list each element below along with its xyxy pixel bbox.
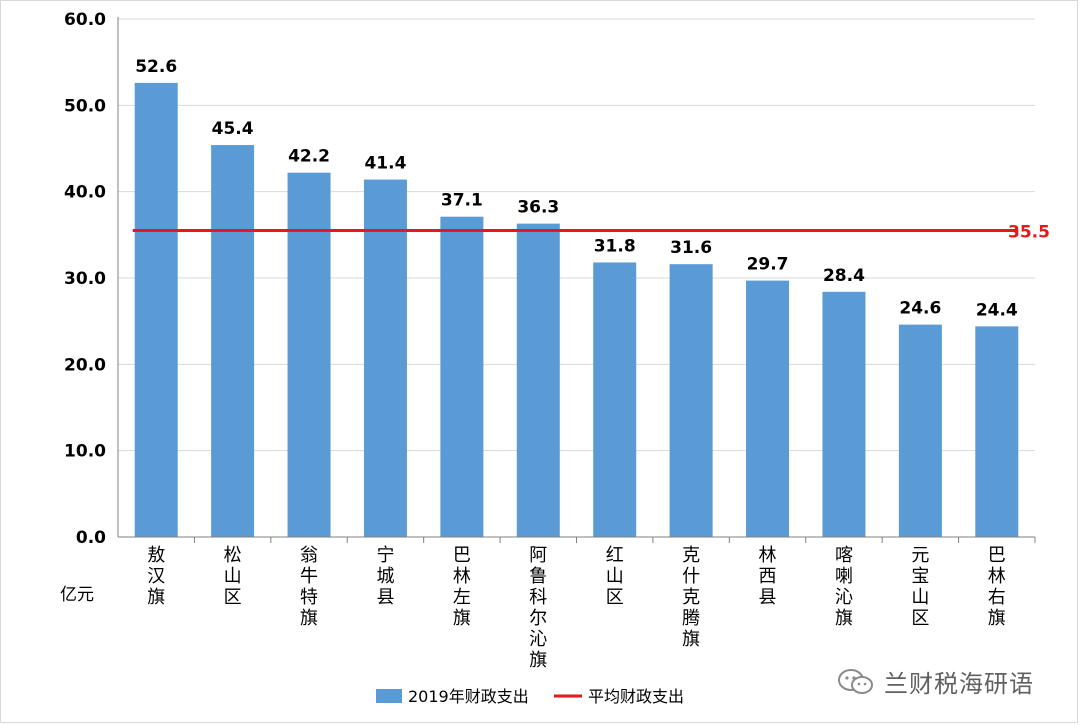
bar xyxy=(746,280,790,537)
data-label: 41.4 xyxy=(364,154,406,174)
bar xyxy=(822,291,866,537)
x-axis: 敖汉旗 松山区 翁牛特旗 宁城县 巴林左旗 阿鲁科尔沁旗 红山区 克什克腾旗 林西县 喀喇沁旗 元宝… xyxy=(118,536,1036,671)
data-label: 31.6 xyxy=(670,238,712,258)
data-label: 37.1 xyxy=(441,191,483,211)
bar xyxy=(898,324,942,537)
data-label: 42.2 xyxy=(288,147,330,167)
bar xyxy=(669,264,713,537)
category-label: 松山区 xyxy=(224,545,242,608)
watermark-text: 兰财税海研语 xyxy=(884,670,1034,698)
bars xyxy=(134,82,1019,538)
data-label: 31.8 xyxy=(594,236,636,256)
y-tick-label: 60.0 xyxy=(64,10,106,30)
data-label: 45.4 xyxy=(212,119,254,139)
data-label: 36.3 xyxy=(517,198,559,218)
bar xyxy=(363,179,407,537)
category-label: 阿鲁科尔沁旗 xyxy=(529,545,547,671)
category-label: 翁牛特旗 xyxy=(300,545,318,629)
y-tick-label: 50.0 xyxy=(64,96,106,116)
average-line-group: 35.5 xyxy=(132,223,1050,243)
y-tick-label: 20.0 xyxy=(64,355,106,375)
bar xyxy=(287,172,331,537)
legend-swatch-bar xyxy=(376,689,402,703)
bar xyxy=(975,326,1019,537)
y-axis: 0.0 10.0 20.0 30.0 40.0 50.0 60.0 xyxy=(64,10,119,548)
legend-label-average: 平均财政支出 xyxy=(588,687,684,706)
y-tick-label: 40.0 xyxy=(64,183,106,203)
legend-label-bar: 2019年财政支出 xyxy=(408,687,529,706)
data-label: 24.4 xyxy=(976,300,1018,320)
category-label: 红山区 xyxy=(606,545,624,608)
data-labels: 52.6 45.4 42.2 41.4 37.1 36.3 31.8 31.6 29.7 28.4… xyxy=(135,57,1018,320)
data-label: 29.7 xyxy=(747,255,789,275)
gridlines xyxy=(118,18,1035,452)
category-label: 喀喇沁旗 xyxy=(835,545,853,629)
category-label: 元宝山区 xyxy=(911,545,929,629)
category-label: 敖汉旗 xyxy=(147,545,165,608)
bar xyxy=(593,262,637,537)
category-label: 林西县 xyxy=(759,545,777,608)
bar xyxy=(211,145,255,537)
data-label: 24.6 xyxy=(899,299,941,319)
data-label: 28.4 xyxy=(823,266,865,286)
y-tick-label: 30.0 xyxy=(64,269,106,289)
bar xyxy=(516,223,560,538)
average-value-label: 35.5 xyxy=(1008,223,1050,243)
data-label: 52.6 xyxy=(135,57,177,77)
category-label: 宁城县 xyxy=(376,545,394,608)
watermark: 兰财税海研语 xyxy=(836,664,1034,699)
legend: 2019年财政支出 平均财政支出 xyxy=(376,687,684,706)
y-axis-unit-label: 亿元 xyxy=(60,585,94,605)
category-label: 巴林右旗 xyxy=(988,545,1006,629)
y-tick-label: 0.0 xyxy=(76,528,106,548)
bar xyxy=(440,216,484,537)
y-tick-label: 10.0 xyxy=(64,442,106,462)
wechat-icon xyxy=(838,668,873,694)
category-label: 巴林左旗 xyxy=(453,545,471,629)
category-label: 克什克腾旗 xyxy=(682,545,700,650)
bar xyxy=(134,82,178,538)
